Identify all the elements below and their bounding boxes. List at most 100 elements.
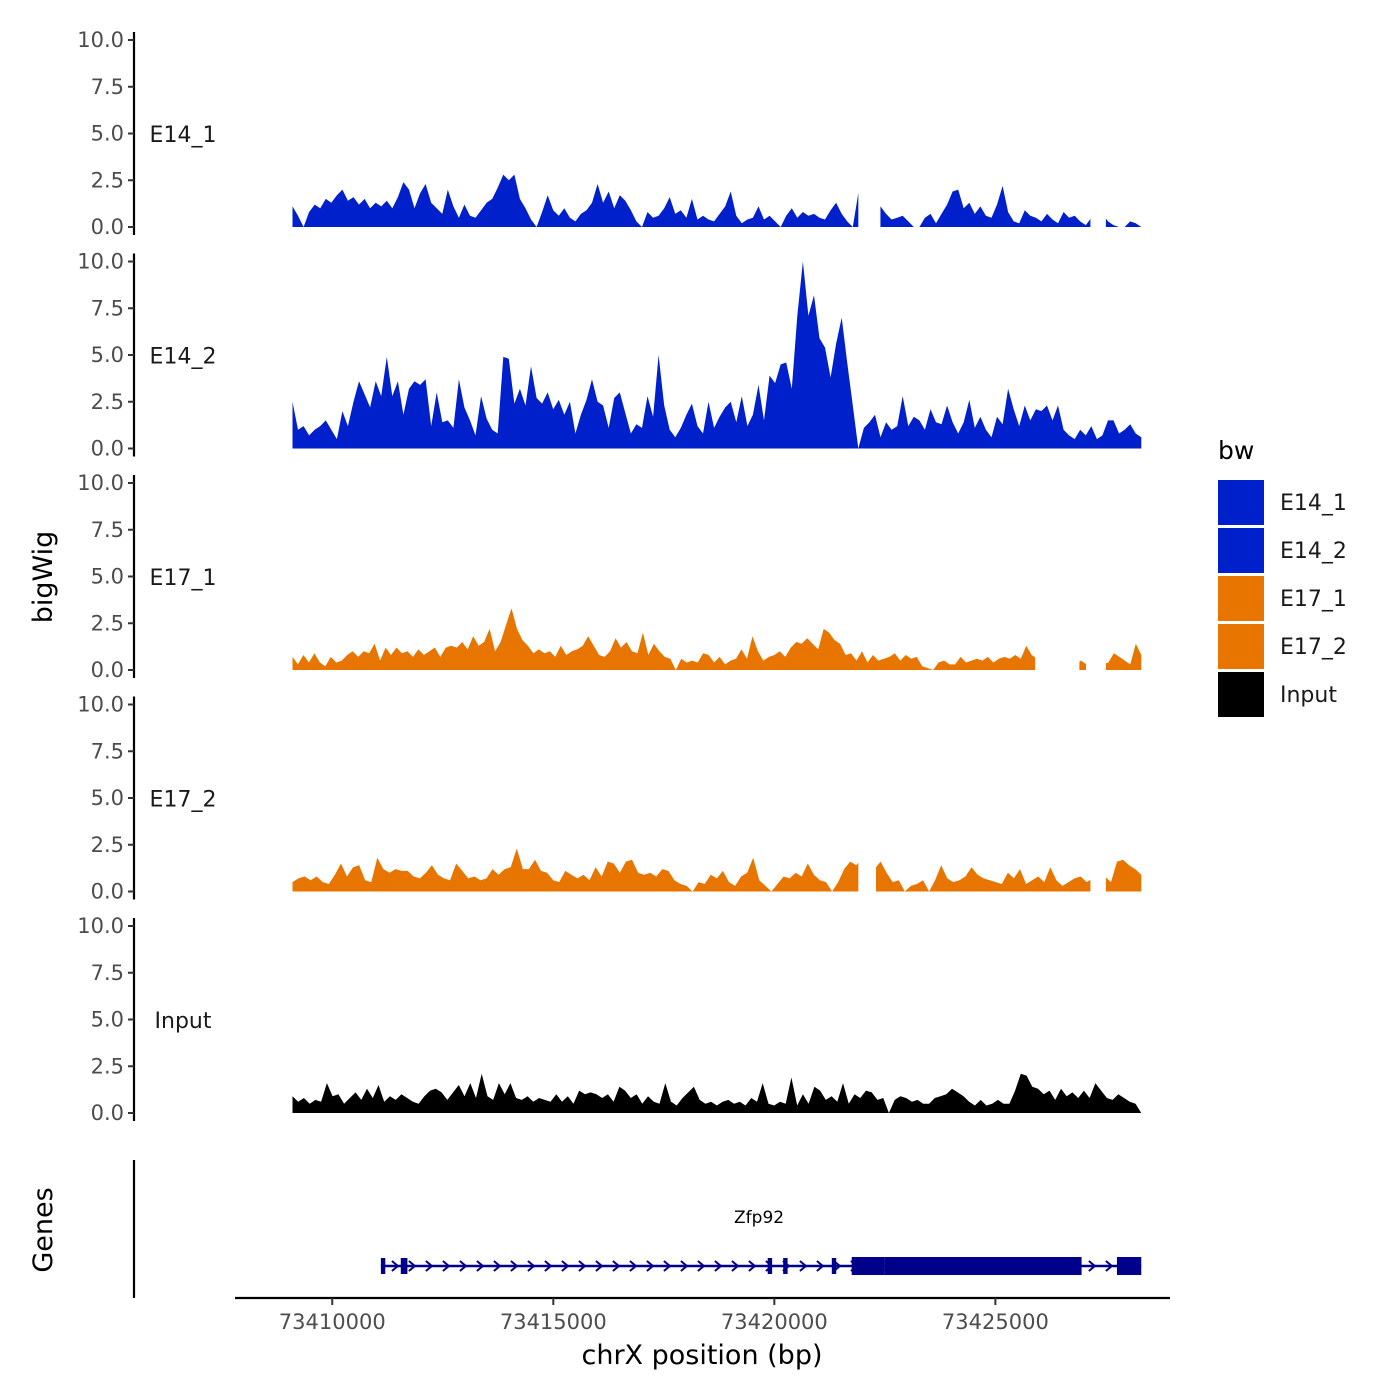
y-tick-label: 5.0 (91, 122, 124, 146)
strand-arrow (510, 1260, 519, 1272)
gene-exon-utr (380, 1258, 386, 1274)
strand-arrow (527, 1260, 536, 1272)
coverage-area-Input (292, 1073, 1142, 1113)
strand-arrow (680, 1260, 689, 1272)
track-label-E17_1: E17_1 (150, 566, 217, 591)
track-panel-E14_1: 0.0 2.5 5.0 7.5 10.0 E14_1 (77, 28, 1142, 239)
strand-arrow (816, 1260, 825, 1272)
gene-panel: Zfp92 (132, 1160, 1142, 1298)
gene-exon-utr (783, 1258, 788, 1274)
strand-arrow (561, 1260, 570, 1272)
legend: bw E14_1 E14_2 E17_1 E17_2 Input (1218, 436, 1347, 717)
y-tick-label: 7.5 (91, 296, 124, 320)
legend-key-E17_2 (1218, 624, 1264, 669)
y-tick-label: 7.5 (91, 518, 124, 542)
strand-arrow (408, 1260, 417, 1272)
track-label-E17_2: E17_2 (150, 788, 217, 813)
coverage-gap (858, 38, 881, 228)
y-tick-label: 0.0 (91, 215, 124, 239)
coverage-gap (858, 702, 877, 893)
gene-name-label: Zfp92 (734, 1208, 784, 1228)
strand-arrow (731, 1260, 740, 1272)
track-panel-E14_2: 0.0 2.5 5.0 7.5 10.0 E14_2 (77, 250, 1142, 461)
x-tick-label: 73420000 (721, 1310, 828, 1334)
gene-exon-cds (884, 1257, 1082, 1275)
track-panels: 0.0 2.5 5.0 7.5 10.0 E14_1 0.0 2.5 5.0 7.5 10.0 E14… (77, 28, 1142, 1125)
y-tick-label: 0.0 (91, 437, 124, 461)
coverage-gap (1090, 38, 1106, 228)
coverage-area-E14_1 (292, 174, 1142, 227)
strand-arrow (1088, 1260, 1097, 1272)
strand-arrow (442, 1260, 451, 1272)
y-tick-label: 5.0 (91, 565, 124, 589)
y-tick-label: 7.5 (91, 961, 124, 985)
strand-arrow (595, 1260, 604, 1272)
legend-key-E14_1 (1218, 480, 1264, 525)
x-tick-label: 73425000 (942, 1310, 1049, 1334)
y-tick-label: 5.0 (91, 1008, 124, 1032)
track-panel-E17_1: 0.0 2.5 5.0 7.5 10.0 E17_1 (77, 471, 1142, 682)
strand-arrow (799, 1260, 808, 1272)
strand-arrow (663, 1260, 672, 1272)
strand-arrow (578, 1260, 587, 1272)
strand-arrow (612, 1260, 621, 1272)
track-panel-E17_2: 0.0 2.5 5.0 7.5 10.0 E17_2 (77, 693, 1142, 904)
coverage-gap (1035, 481, 1080, 671)
strand-arrow (459, 1260, 468, 1272)
strand-arrow (629, 1260, 638, 1272)
strand-arrow (493, 1260, 502, 1272)
y-tick-label: 0.0 (91, 880, 124, 904)
y-tick-label: 2.5 (91, 611, 124, 635)
legend-key-Input (1218, 672, 1264, 717)
y-tick-label: 2.5 (91, 168, 124, 192)
y-tick-label: 2.5 (91, 833, 124, 857)
x-axis-title: chrX position (bp) (581, 1340, 822, 1371)
y-axis-title: bigWig (28, 531, 59, 624)
gene-exon-cds (851, 1257, 885, 1275)
coverage-area-E14_2 (292, 261, 1142, 449)
y-tick-label: 10.0 (77, 914, 124, 938)
legend-label-E14_2: E14_2 (1280, 539, 1347, 564)
track-panel-Input: 0.0 2.5 5.0 7.5 10.0 Input (77, 914, 1142, 1125)
y-tick-label: 2.5 (91, 390, 124, 414)
legend-title: bw (1218, 436, 1254, 465)
legend-label-E14_1: E14_1 (1280, 491, 1347, 516)
legend-label-E17_2: E17_2 (1280, 635, 1347, 660)
coverage-gap (1086, 481, 1106, 671)
legend-label-E17_1: E17_1 (1280, 587, 1347, 612)
legend-key-E17_1 (1218, 576, 1264, 621)
legend-key-E14_2 (1218, 528, 1264, 573)
y-tick-label: 2.5 (91, 1054, 124, 1078)
legend-label-Input: Input (1280, 683, 1337, 708)
y-tick-label: 0.0 (91, 1101, 124, 1125)
coverage-area-E17_2 (292, 848, 1142, 892)
track-label-E14_2: E14_2 (150, 345, 217, 370)
strand-arrow (476, 1260, 485, 1272)
strand-arrow (646, 1260, 655, 1272)
genes-axis-title: Genes (28, 1187, 59, 1272)
x-axis: 73410000 73415000 73420000 73425000 (235, 1296, 1170, 1334)
coverage-gap (1090, 702, 1106, 893)
x-tick-label: 73415000 (500, 1310, 607, 1334)
y-tick-label: 10.0 (77, 28, 124, 52)
y-tick-label: 10.0 (77, 471, 124, 495)
strand-arrow (544, 1260, 553, 1272)
coverage-area-E17_1 (292, 608, 1142, 670)
y-tick-label: 0.0 (91, 658, 124, 682)
track-label-E14_1: E14_1 (150, 123, 217, 148)
strand-arrow (748, 1260, 757, 1272)
y-tick-label: 5.0 (91, 343, 124, 367)
strand-arrow (425, 1260, 434, 1272)
gene-exon-utr (831, 1258, 837, 1274)
strand-arrow (697, 1260, 706, 1272)
x-tick-label: 73410000 (279, 1310, 386, 1334)
y-tick-label: 10.0 (77, 693, 124, 717)
strand-arrow (714, 1260, 723, 1272)
y-tick-label: 7.5 (91, 739, 124, 763)
strand-arrow (391, 1260, 400, 1272)
strand-arrow (1105, 1260, 1114, 1272)
y-tick-label: 7.5 (91, 75, 124, 99)
y-tick-label: 5.0 (91, 786, 124, 810)
gene-exon-utr (767, 1258, 773, 1274)
y-tick-label: 10.0 (77, 250, 124, 274)
